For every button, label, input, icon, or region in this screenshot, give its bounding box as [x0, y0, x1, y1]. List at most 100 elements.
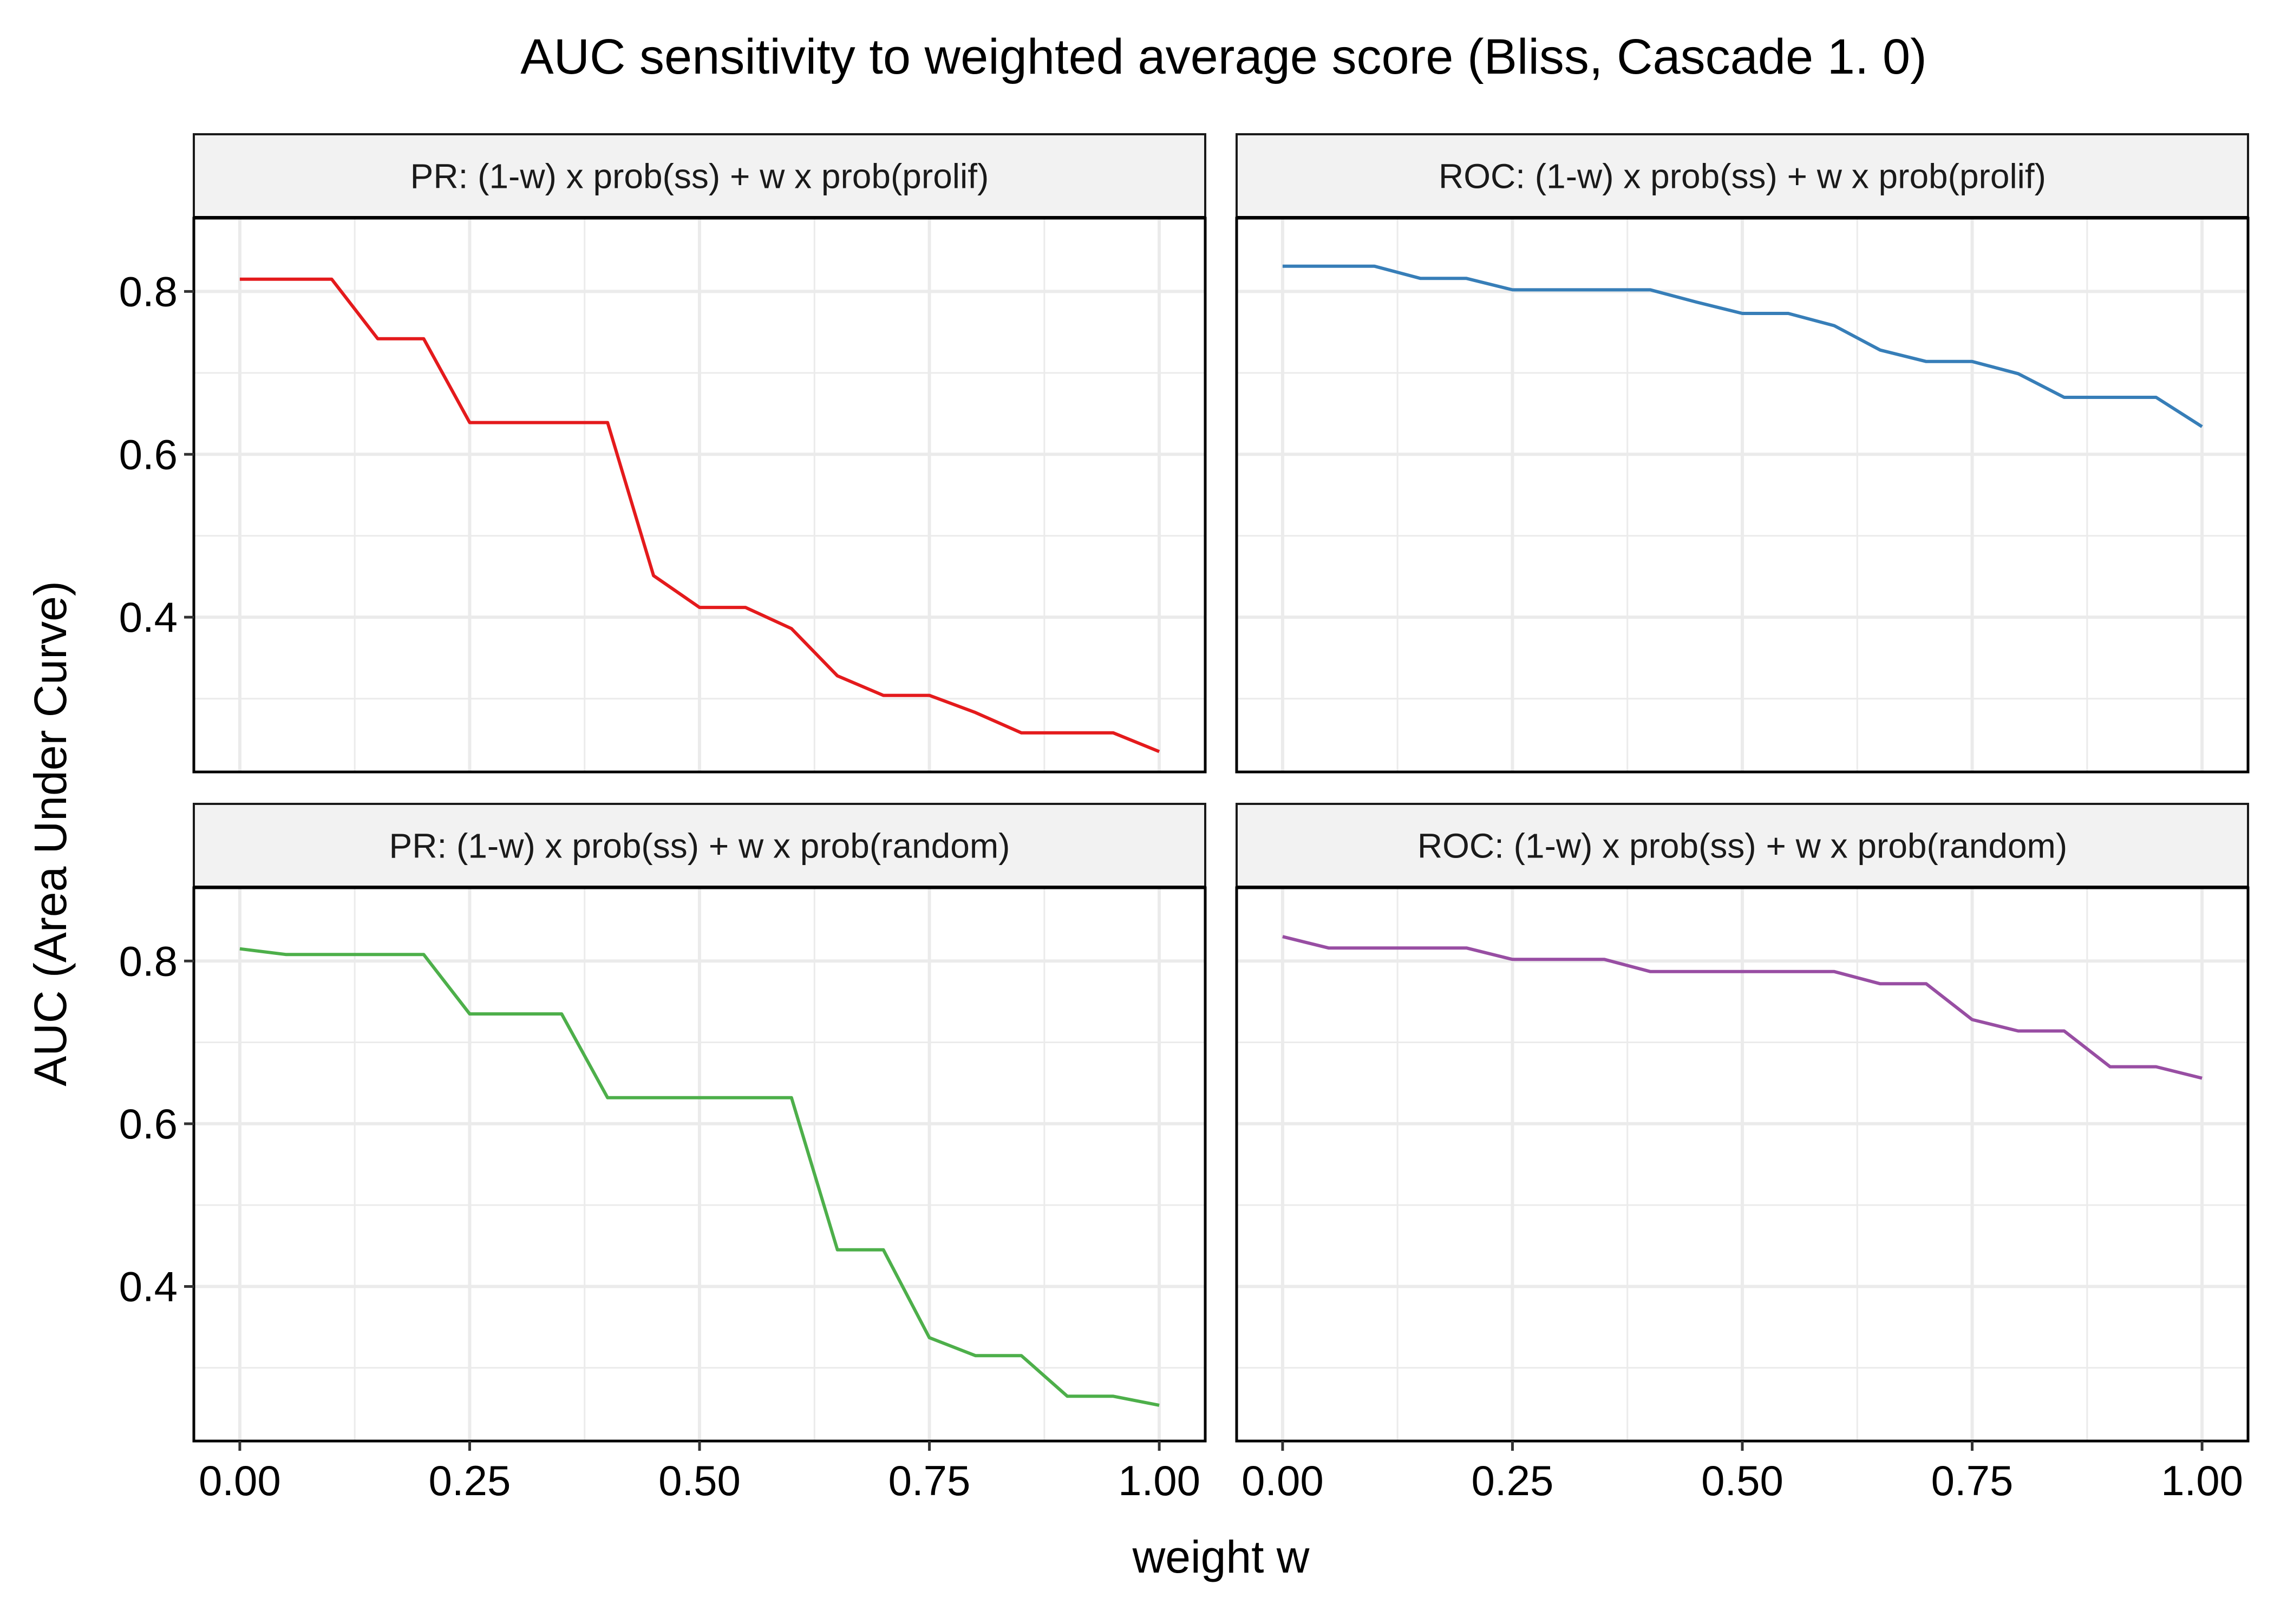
- panel-1-point: [744, 606, 747, 609]
- panel-2-strip-label: ROC: (1-w) x prob(ss) + w x prob(prolif): [1439, 157, 2046, 196]
- panel-3-point: [422, 953, 426, 956]
- panel-4-point: [1649, 970, 1652, 973]
- panel-2-point: [1373, 265, 1376, 268]
- panel-1-series-line: [239, 277, 1160, 754]
- panel-1-point: [330, 278, 334, 281]
- panel-3-x-tick-label: 0.00: [199, 1457, 281, 1504]
- y-axis-title: AUC (Area Under Curve): [25, 581, 76, 1086]
- panels-group: PR: (1-w) x prob(ss) + w x prob(prolif) R…: [192, 133, 2250, 1443]
- panel-4-x-tick-label: 0.00: [1241, 1457, 1324, 1504]
- panel-4-point: [1281, 935, 1284, 938]
- panel-3-y-tick-label: 0.6: [119, 1100, 178, 1148]
- panel-4-point: [2016, 1030, 2020, 1033]
- panel-3-y-tick-label: 0.8: [119, 937, 178, 985]
- panel-3-strip-label: PR: (1-w) x prob(ss) + w x prob(random): [389, 827, 1010, 866]
- panel-1: PR: (1-w) x prob(ss) + w x prob(prolif): [192, 133, 1207, 774]
- panel-2-point: [2108, 396, 2112, 399]
- panel-3-point: [1158, 1404, 1161, 1407]
- panel-4-point: [1833, 970, 1836, 973]
- panel-1-strip-label: PR: (1-w) x prob(ss) + w x prob(prolif): [410, 157, 989, 196]
- panel-3-point: [376, 953, 380, 956]
- panel-1-point: [606, 421, 609, 424]
- panel-2-point: [1511, 288, 1514, 291]
- panel-1-point: [422, 337, 426, 340]
- panel-3-x-tick-label: 1.00: [1118, 1457, 1200, 1504]
- panel-3-point: [330, 953, 334, 956]
- panel-4-point: [1327, 946, 1330, 949]
- panel-1-point: [1158, 750, 1161, 753]
- chart-title: AUC sensitivity to weighted average scor…: [520, 29, 1927, 84]
- panel-2-border: [1235, 217, 2250, 774]
- panel-1-point: [790, 627, 793, 630]
- panel-3-x-tick-label: 0.25: [429, 1457, 511, 1504]
- panel-4-point: [1879, 982, 1882, 985]
- panel-2-point: [1787, 312, 1790, 315]
- panel-1-point: [973, 711, 977, 714]
- panel-2-point: [1741, 312, 1744, 315]
- panel-2-point: [1419, 277, 1422, 280]
- panel-3-x-tick-label: 0.50: [658, 1457, 741, 1504]
- panel-1-point: [928, 694, 931, 697]
- panel-4-x-tick-label: 0.75: [1931, 1457, 2014, 1504]
- panel-3-strip: [193, 803, 1206, 889]
- panel-2-point: [1327, 265, 1330, 268]
- panel-4-point: [1465, 946, 1468, 949]
- panel-2-point: [2200, 425, 2204, 428]
- panel-3-point: [284, 953, 287, 956]
- panel-2-point: [1833, 324, 1836, 328]
- panel-3-point: [973, 1354, 977, 1357]
- panel-3-point: [1020, 1354, 1023, 1357]
- panel-1-point: [284, 278, 287, 281]
- panel-4-point: [1925, 982, 1928, 985]
- panel-4-point: [1603, 958, 1606, 961]
- panel-4-strip: [1236, 803, 2249, 889]
- axes-group: 0.4 0.6 0.8 0.4 0.6 0.8 0.00 0.25 0.50 0.75 1.00 0.…: [119, 267, 2243, 1504]
- panel-4-point: [1557, 958, 1560, 961]
- panel-1-strip: [193, 133, 1206, 219]
- panel-3-point: [882, 1248, 885, 1252]
- panel-1-point: [238, 278, 241, 281]
- panel-3-point: [560, 1012, 563, 1016]
- panel-4-point: [2108, 1065, 2112, 1069]
- panel-3-series-line: [239, 947, 1160, 1407]
- panel-3-point: [606, 1096, 609, 1099]
- panel-4: ROC: (1-w) x prob(ss) + w x prob(random): [1235, 803, 2250, 1443]
- panel-4-point: [1419, 946, 1422, 949]
- panel-1-point: [1112, 731, 1115, 735]
- panel-3-point: [1112, 1394, 1115, 1398]
- panel-4-point: [1695, 970, 1698, 973]
- panel-2: ROC: (1-w) x prob(ss) + w x prob(prolif): [1235, 133, 2250, 774]
- panel-1-point: [882, 694, 885, 697]
- panel-2-point: [1695, 300, 1698, 304]
- panel-4-point: [2154, 1065, 2158, 1069]
- panel-3-point: [790, 1096, 793, 1099]
- panel-4-x-tick-label: 1.00: [2161, 1457, 2243, 1504]
- panel-3-point: [744, 1096, 747, 1099]
- x-axis-title: weight w: [1132, 1531, 1310, 1582]
- panel-3-x-tick-label: 0.75: [888, 1457, 971, 1504]
- panel-1-y-tick-label: 0.4: [119, 593, 178, 641]
- panel-2-point: [2154, 396, 2158, 399]
- panel-2-point: [2062, 396, 2066, 399]
- panel-1-point: [698, 606, 701, 609]
- panel-1-point: [514, 421, 517, 424]
- panel-4-point: [1511, 958, 1514, 961]
- panel-2-point: [1603, 288, 1606, 291]
- panel-3-point: [928, 1336, 931, 1339]
- panel-4-series-line: [1282, 935, 2203, 1080]
- panel-2-series-line: [1282, 264, 2203, 428]
- panel-1-point: [652, 574, 655, 577]
- panel-1-point: [468, 421, 471, 424]
- panel-2-point: [1649, 288, 1652, 291]
- panel-4-strip-label: ROC: (1-w) x prob(ss) + w x prob(random): [1417, 827, 2067, 866]
- panel-1-point: [560, 421, 563, 424]
- panel-3-y-tick-label: 0.4: [119, 1262, 178, 1310]
- panel-3-point: [698, 1096, 701, 1099]
- panel-4-point: [1787, 970, 1790, 973]
- panel-1-point: [1066, 731, 1069, 735]
- panel-3-point: [836, 1248, 839, 1252]
- panel-2-point: [1879, 349, 1882, 352]
- panel-3-point: [514, 1012, 517, 1016]
- panel-4-x-tick-label: 0.25: [1472, 1457, 1554, 1504]
